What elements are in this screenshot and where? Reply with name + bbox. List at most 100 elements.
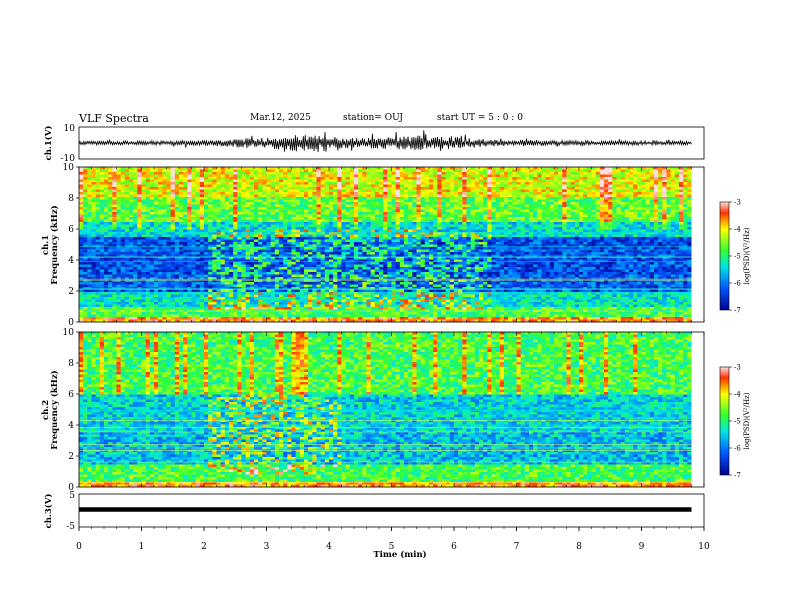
ch1-spectrogram-cell bbox=[317, 267, 321, 270]
ch1-spectrogram-cell bbox=[142, 175, 146, 178]
ch1-spectrogram-cell bbox=[96, 185, 100, 188]
ch1-spectrogram-cell bbox=[292, 220, 296, 223]
ch1-spectrogram-cell bbox=[79, 267, 83, 270]
ch1-spectrogram-cell bbox=[233, 177, 237, 180]
ch1-spectrogram-cell bbox=[150, 190, 154, 193]
ch1-spectrogram-cell bbox=[325, 202, 329, 205]
ch1-spectrogram-cell bbox=[200, 267, 204, 270]
ch1-spectrogram-cell bbox=[333, 192, 337, 195]
ch1-spectrogram-cell bbox=[108, 297, 112, 300]
ch1-spectrogram-cell bbox=[217, 315, 221, 318]
ch1-spectrogram-cell bbox=[271, 315, 275, 318]
ch1-spectrogram-cell bbox=[287, 275, 291, 278]
ch1-spectrogram-cell bbox=[358, 205, 362, 208]
ch1-spectrogram-cell bbox=[112, 207, 116, 210]
ch1-spectrogram-cell bbox=[379, 182, 383, 185]
ch1-spectrogram-cell bbox=[329, 265, 333, 268]
ch1-spectrogram-cell bbox=[379, 205, 383, 208]
ch1-spectrogram-cell bbox=[379, 200, 383, 203]
ch1-spectrogram-cell bbox=[312, 270, 316, 273]
ch1-spectrogram-cell bbox=[196, 192, 200, 195]
ch1-spectrogram-cell bbox=[150, 275, 154, 278]
ch1-spectrogram-cell bbox=[183, 220, 187, 223]
ch1-spectrogram-cell bbox=[242, 300, 246, 303]
ch1-spectrogram-cell bbox=[237, 205, 241, 208]
ch1-spectrogram-cell bbox=[358, 200, 362, 203]
ch1-spectrogram-cell bbox=[337, 232, 341, 235]
ch1-spectrogram-cell bbox=[146, 185, 150, 188]
ch1-spectrogram-cell bbox=[117, 290, 121, 293]
ch1-spectrogram-cell bbox=[225, 200, 229, 203]
ch1-spectrogram-cell bbox=[337, 315, 341, 318]
ch1-spectrogram-cell bbox=[117, 270, 121, 273]
ch1-spectrogram-cell bbox=[117, 202, 121, 205]
ch1-spectrogram-cell bbox=[154, 182, 158, 185]
ch1-spectrogram-cell bbox=[154, 282, 158, 285]
ch1-spectrogram-cell bbox=[308, 185, 312, 188]
ch1-spectrogram-cell bbox=[375, 312, 379, 315]
ch1-spectrogram-cell bbox=[267, 195, 271, 198]
ch1-spectrogram-cell bbox=[217, 202, 221, 205]
ch1-spectrogram-cell bbox=[183, 282, 187, 285]
ch1-spectrogram-cell bbox=[221, 217, 225, 220]
ch1-spectrogram-cell bbox=[396, 170, 400, 173]
ch1-spectrogram-cell bbox=[254, 245, 258, 248]
ch1-spectrogram-cell bbox=[142, 272, 146, 275]
ch1-spectrogram-cell bbox=[121, 212, 125, 215]
ch1-spectrogram-cell bbox=[312, 267, 316, 270]
ch1-spectrogram-cell bbox=[112, 232, 116, 235]
ch1-spectrogram-cell bbox=[367, 217, 371, 220]
ch1-spectrogram-cell bbox=[96, 197, 100, 200]
ch1-spectrogram-cell bbox=[358, 262, 362, 265]
ch1-spectrogram-cell bbox=[354, 267, 358, 270]
ch1-spectrogram-cell bbox=[371, 177, 375, 180]
ch1-spectrogram-cell bbox=[179, 230, 183, 233]
ch1-spectrogram-cell bbox=[242, 275, 246, 278]
ch1-spectrogram-cell bbox=[271, 302, 275, 305]
ch1-spectrogram-cell bbox=[137, 190, 141, 193]
ch1-spectrogram-cell bbox=[79, 215, 83, 218]
ch1-spectrogram-cell bbox=[225, 167, 229, 170]
ch1-spectrogram-cell bbox=[408, 302, 412, 305]
ch1-spectrogram-cell bbox=[158, 192, 162, 195]
ch1-spectrogram-cell bbox=[408, 167, 412, 170]
ch1-spectrogram-cell bbox=[292, 285, 296, 288]
ch1-spectrogram-cell bbox=[221, 227, 225, 230]
ch1-spectrogram-cell bbox=[258, 290, 262, 293]
ch1-spectrogram-cell bbox=[408, 187, 412, 190]
ch1-spectrogram-cell bbox=[400, 177, 404, 180]
ch1-spectrogram-cell bbox=[321, 267, 325, 270]
ch1-spectrogram-cell bbox=[321, 207, 325, 210]
ch1-spectrogram-cell bbox=[208, 197, 212, 200]
ch1-spectrogram-cell bbox=[396, 312, 400, 315]
ch1-spectrogram-cell bbox=[246, 290, 250, 293]
ch1-spectrogram-cell bbox=[87, 302, 91, 305]
ch1-spectrogram-cell bbox=[375, 285, 379, 288]
ch1-spectrogram-cell bbox=[233, 185, 237, 188]
ch1-spectrogram-cell bbox=[242, 270, 246, 273]
ch1-spectrogram-cell bbox=[133, 217, 137, 220]
ch1-spectrogram-cell bbox=[92, 217, 96, 220]
ch1-spectrogram-cell bbox=[242, 177, 246, 180]
ch1-spectrogram-cell bbox=[137, 300, 141, 303]
ch1-spectrogram-cell bbox=[296, 180, 300, 183]
ch1-spectrogram-cell bbox=[258, 217, 262, 220]
ch1-spectrogram-cell bbox=[158, 222, 162, 225]
ch1-spectrogram-cell bbox=[325, 192, 329, 195]
ch1-spectrogram-cell bbox=[212, 185, 216, 188]
ch1-spectrogram-cell bbox=[204, 290, 208, 293]
ch1-spectrogram-cell bbox=[204, 235, 208, 238]
ch1-spectrogram-cell bbox=[262, 212, 266, 215]
ch1-spectrogram-cell bbox=[300, 275, 304, 278]
ch1-spectrogram-cell bbox=[125, 215, 129, 218]
ch1-spectrogram-cell bbox=[329, 232, 333, 235]
ch1-spectrogram-cell bbox=[337, 195, 341, 198]
ch1-spectrogram-cell bbox=[171, 235, 175, 238]
ch1-spectrogram-cell bbox=[212, 237, 216, 240]
ch1-spectrogram-cell bbox=[408, 300, 412, 303]
ch1-spectrogram-cell bbox=[387, 202, 391, 205]
ch1-spectrogram-cell bbox=[125, 270, 129, 273]
ch1-spectrogram-cell bbox=[237, 212, 241, 215]
ch1-spectrogram-cell bbox=[267, 187, 271, 190]
ch1-spectrogram-cell bbox=[312, 227, 316, 230]
